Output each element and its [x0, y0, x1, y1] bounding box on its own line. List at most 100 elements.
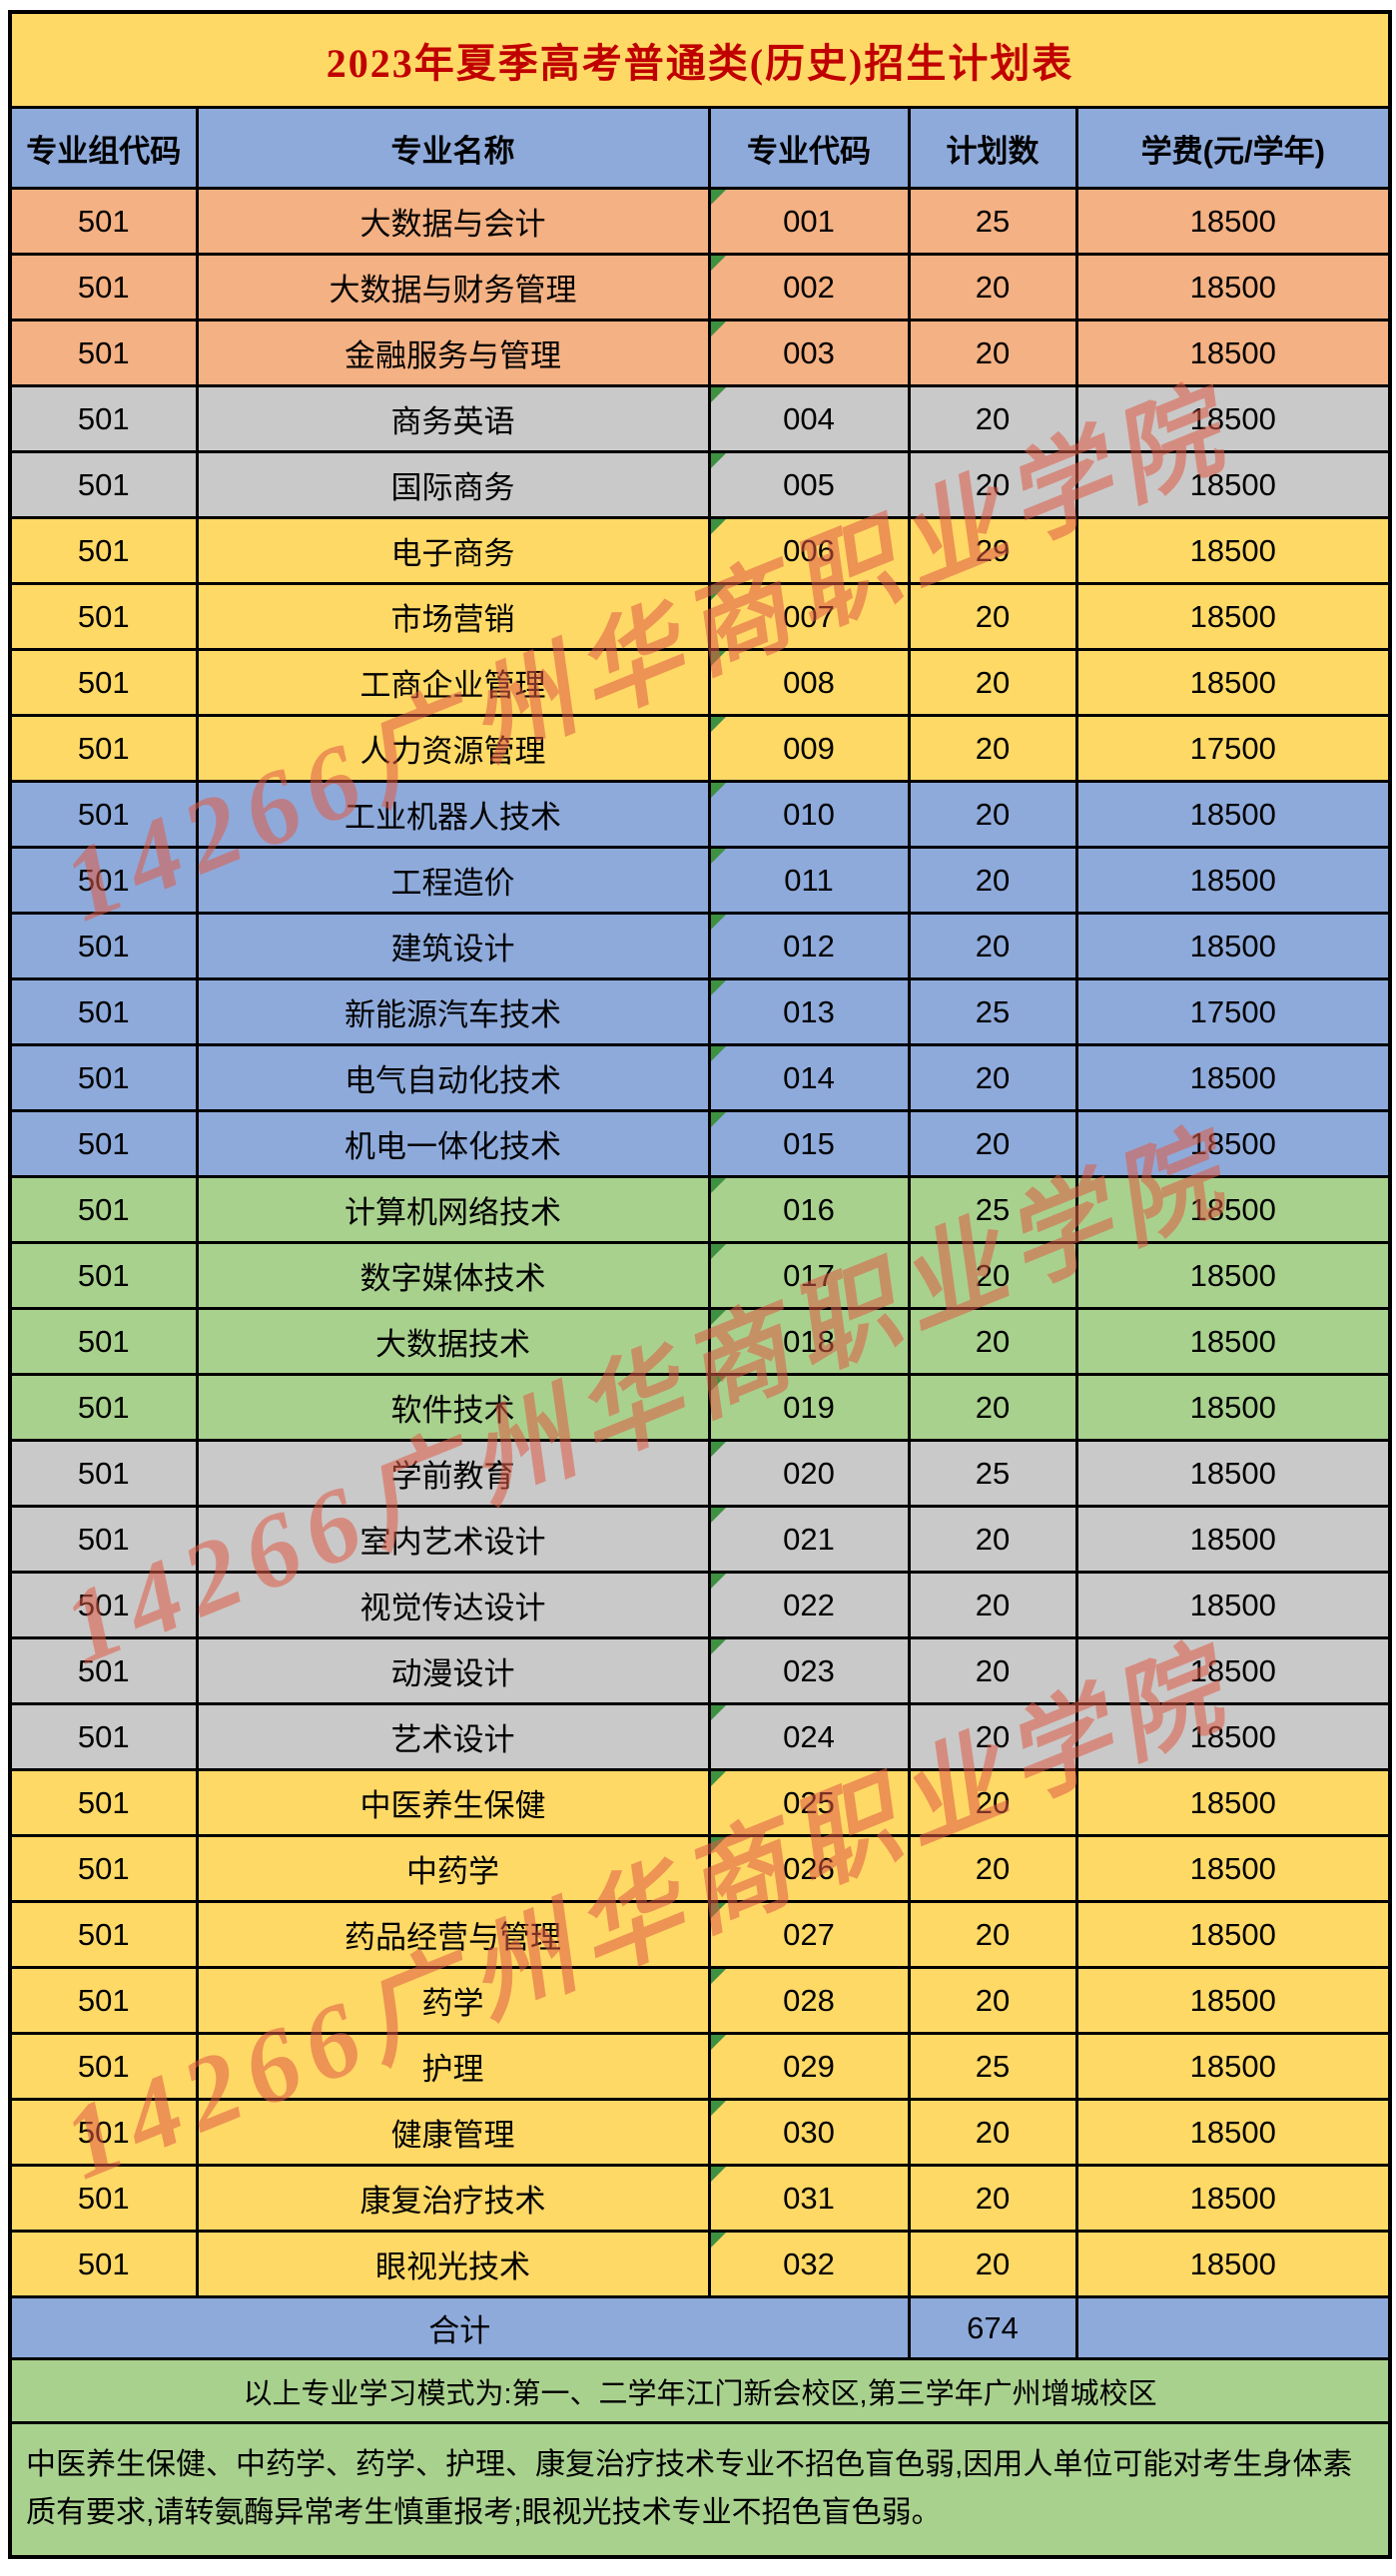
cell-fee: 18500 [1074, 450, 1392, 519]
table-row: 501 电子商务 006 29 18500 [8, 516, 1392, 585]
cell-major-code: 004 [707, 384, 911, 453]
cell-major-name: 大数据与财务管理 [195, 253, 711, 322]
table-row: 501 药品经营与管理 027 20 18500 [8, 1900, 1392, 1969]
cell-major-code: 020 [707, 1439, 911, 1508]
cell-group: 501 [8, 714, 199, 783]
campus-note: 以上专业学习模式为:第一、二学年江门新会校区,第三学年广州增城校区 [8, 2357, 1392, 2424]
cell-major-code: 023 [707, 1636, 911, 1705]
page-title: 2023年夏季高考普通类(历史)招生计划表 [8, 10, 1392, 109]
cell-plan: 20 [907, 1373, 1078, 1442]
cell-major-code: 028 [707, 1966, 911, 2035]
cell-major-name: 健康管理 [195, 2098, 711, 2167]
cell-plan: 20 [907, 384, 1078, 453]
cell-major-name: 建筑设计 [195, 912, 711, 980]
col-header-major-name: 专业名称 [195, 106, 711, 190]
table-row: 501 视觉传达设计 022 20 18500 [8, 1571, 1392, 1639]
title-row: 2023年夏季高考普通类(历史)招生计划表 [8, 10, 1392, 109]
cell-major-name: 中药学 [195, 1834, 711, 1903]
cell-major-name: 大数据与会计 [195, 187, 711, 256]
table-row: 501 商务英语 004 20 18500 [8, 384, 1392, 453]
cell-group: 501 [8, 2032, 199, 2101]
cell-fee: 18500 [1074, 319, 1392, 387]
cell-major-code: 014 [707, 1043, 911, 1112]
cell-major-code: 032 [707, 2230, 911, 2298]
cell-group: 501 [8, 1109, 199, 1178]
cell-fee: 18500 [1074, 1702, 1392, 1771]
cell-fee: 18500 [1074, 648, 1392, 717]
col-header-tuition: 学费(元/学年) [1074, 106, 1392, 190]
table-row: 501 新能源汽车技术 013 25 17500 [8, 977, 1392, 1046]
cell-fee: 17500 [1074, 714, 1392, 783]
cell-group: 501 [8, 1241, 199, 1310]
cell-fee: 18500 [1074, 846, 1392, 915]
cell-plan: 20 [907, 1768, 1078, 1837]
cell-major-code: 011 [707, 846, 911, 915]
cell-plan: 20 [907, 912, 1078, 980]
cell-plan: 20 [907, 2230, 1078, 2298]
cell-fee: 18500 [1074, 1571, 1392, 1639]
table-row: 501 工商企业管理 008 20 18500 [8, 648, 1392, 717]
cell-fee: 18500 [1074, 1109, 1392, 1178]
cell-major-code: 025 [707, 1768, 911, 1837]
cell-major-code: 027 [707, 1900, 911, 1969]
cell-plan: 20 [907, 1109, 1078, 1178]
cell-group: 501 [8, 780, 199, 849]
cell-plan: 25 [907, 2032, 1078, 2101]
cell-major-name: 眼视光技术 [195, 2230, 711, 2298]
cell-group: 501 [8, 516, 199, 585]
table-row: 501 金融服务与管理 003 20 18500 [8, 319, 1392, 387]
campus-note-row: 以上专业学习模式为:第一、二学年江门新会校区,第三学年广州增城校区 [8, 2357, 1392, 2424]
cell-fee: 18500 [1074, 1373, 1392, 1442]
health-note-row: 中医养生保健、中药学、药学、护理、康复治疗技术专业不招色盲色弱,因用人单位可能对… [8, 2421, 1392, 2558]
cell-plan: 20 [907, 1900, 1078, 1969]
cell-major-code: 022 [707, 1571, 911, 1639]
table-row: 501 健康管理 030 20 18500 [8, 2098, 1392, 2167]
col-header-major-code: 专业代码 [707, 106, 911, 190]
cell-major-name: 药学 [195, 1966, 711, 2035]
cell-group: 501 [8, 2230, 199, 2298]
cell-plan: 20 [907, 2164, 1078, 2233]
health-note: 中医养生保健、中药学、药学、护理、康复治疗技术专业不招色盲色弱,因用人单位可能对… [8, 2421, 1392, 2558]
cell-major-name: 计算机网络技术 [195, 1175, 711, 1244]
col-header-group-code: 专业组代码 [8, 106, 199, 190]
cell-group: 501 [8, 1900, 199, 1969]
cell-plan: 20 [907, 1307, 1078, 1376]
cell-major-name: 软件技术 [195, 1373, 711, 1442]
cell-major-code: 017 [707, 1241, 911, 1310]
cell-fee: 18500 [1074, 1505, 1392, 1574]
cell-group: 501 [8, 1571, 199, 1639]
cell-plan: 20 [907, 846, 1078, 915]
cell-plan: 20 [907, 1571, 1078, 1639]
cell-major-name: 工业机器人技术 [195, 780, 711, 849]
cell-plan: 20 [907, 253, 1078, 322]
cell-plan: 25 [907, 1175, 1078, 1244]
cell-fee: 18500 [1074, 1043, 1392, 1112]
cell-group: 501 [8, 2098, 199, 2167]
cell-plan: 20 [907, 1834, 1078, 1903]
table-row: 501 工业机器人技术 010 20 18500 [8, 780, 1392, 849]
cell-major-name: 金融服务与管理 [195, 319, 711, 387]
cell-fee: 18500 [1074, 1241, 1392, 1310]
cell-fee: 18500 [1074, 1966, 1392, 2035]
cell-fee: 18500 [1074, 1307, 1392, 1376]
cell-major-code: 008 [707, 648, 911, 717]
cell-major-code: 026 [707, 1834, 911, 1903]
cell-plan: 20 [907, 714, 1078, 783]
cell-fee: 18500 [1074, 187, 1392, 256]
cell-fee: 18500 [1074, 1439, 1392, 1508]
cell-fee: 18500 [1074, 780, 1392, 849]
cell-group: 501 [8, 912, 199, 980]
cell-group: 501 [8, 582, 199, 651]
cell-group: 501 [8, 1307, 199, 1376]
cell-group: 501 [8, 253, 199, 322]
cell-fee: 18500 [1074, 582, 1392, 651]
cell-major-code: 007 [707, 582, 911, 651]
cell-group: 501 [8, 1702, 199, 1771]
cell-fee: 18500 [1074, 1768, 1392, 1837]
table-row: 501 中药学 026 20 18500 [8, 1834, 1392, 1903]
cell-major-name: 大数据技术 [195, 1307, 711, 1376]
cell-major-name: 人力资源管理 [195, 714, 711, 783]
cell-group: 501 [8, 1043, 199, 1112]
cell-fee: 18500 [1074, 2032, 1392, 2101]
table-row: 501 机电一体化技术 015 20 18500 [8, 1109, 1392, 1178]
